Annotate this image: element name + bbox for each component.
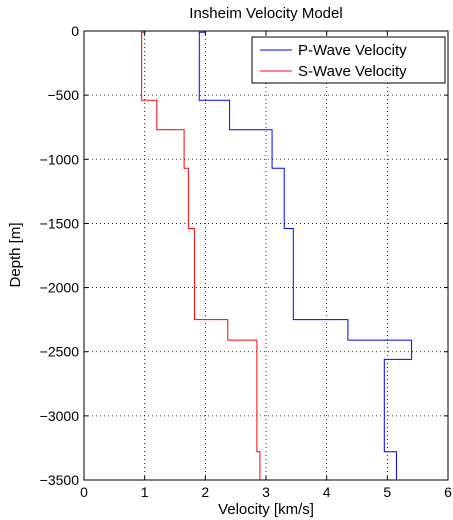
x-tick-label: 5 (383, 484, 391, 500)
series-line-p-wave (198, 31, 448, 481)
x-tick-label: 3 (262, 484, 270, 500)
series-layer (141, 31, 448, 481)
grid (84, 31, 448, 480)
x-tick-label: 0 (80, 484, 88, 500)
legend-label-p-wave: P-Wave Velocity (298, 42, 407, 59)
chart-title: Insheim Velocity Model (189, 5, 342, 22)
y-tick-label: −1000 (40, 151, 80, 167)
series-line-s-wave (141, 31, 294, 481)
x-tick-label: 4 (323, 484, 331, 500)
x-tick-label: 6 (444, 484, 452, 500)
ticks (83, 30, 449, 481)
x-tick-labels: 0 1 2 3 4 5 6 (80, 484, 452, 500)
x-axis-label: Velocity [km/s] (218, 501, 314, 518)
y-tick-label: −2500 (40, 344, 80, 360)
x-tick-label: 1 (141, 484, 149, 500)
y-tick-label: 0 (71, 23, 79, 39)
legend: P-Wave Velocity S-Wave Velocity (251, 36, 446, 84)
y-axis-label: Depth [m] (7, 222, 24, 287)
y-tick-label: −500 (47, 87, 79, 103)
legend-box (251, 36, 446, 84)
y-tick-label: −2000 (40, 280, 80, 296)
x-tick-label: 2 (201, 484, 209, 500)
legend-label-s-wave: S-Wave Velocity (298, 63, 407, 80)
y-tick-label: −1500 (40, 215, 80, 231)
y-tick-label: −3500 (40, 472, 80, 488)
y-tick-labels: 0 −500 −1000 −1500 −2000 −2500 −3000 −3500 (40, 23, 80, 488)
y-tick-label: −3000 (40, 408, 80, 424)
